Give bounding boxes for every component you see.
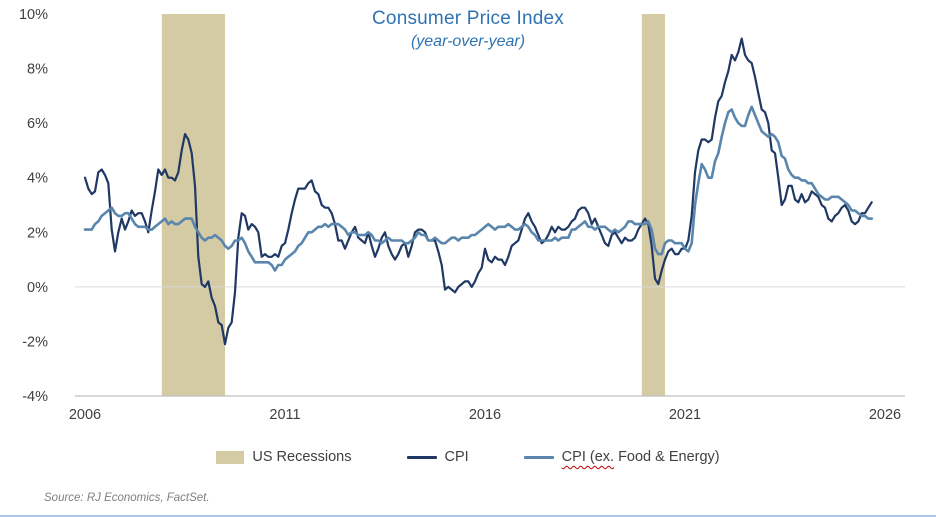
chart-subtitle: (year-over-year)	[410, 33, 526, 50]
recession-swatch	[216, 450, 245, 464]
y-tick-label: -4%	[22, 389, 48, 405]
legend-label-core-cpi: CPI (ex. Food & Energy)	[562, 449, 720, 465]
y-tick-label: 6%	[27, 116, 48, 132]
legend-item-core-cpi: CPI (ex. Food & Energy)	[523, 449, 720, 465]
legend-item-recessions: US Recessions	[216, 449, 352, 465]
legend-label-recessions: US Recessions	[252, 449, 352, 465]
x-tick-label: 2026	[869, 407, 901, 423]
x-tick-label: 2016	[469, 407, 501, 423]
y-tick-label: 4%	[27, 171, 48, 187]
legend-item-cpi: CPI	[406, 449, 469, 465]
x-tick-label: 2021	[669, 407, 701, 423]
cpi-line	[83, 37, 873, 346]
legend-label-core-cpi-flagged: CPI (ex.	[561, 449, 615, 465]
chart-title-block: Consumer Price Index (year-over-year)	[0, 8, 936, 51]
y-tick-label: 8%	[27, 62, 48, 78]
y-tick-label: -2%	[22, 334, 48, 350]
legend-label-cpi: CPI	[444, 449, 469, 465]
core-cpi-line	[83, 105, 874, 272]
slide-bottom-edge	[0, 515, 936, 517]
x-tick-label: 2006	[69, 407, 101, 423]
chart-legend: US Recessions CPI CPI (ex. Food & Energy…	[0, 449, 936, 465]
x-tick-label: 2011	[269, 407, 300, 423]
y-tick-label: 2%	[27, 225, 48, 241]
source-note: Source: RJ Economics, FactSet.	[44, 492, 210, 504]
recession-band	[641, 14, 665, 396]
y-tick-label: 10%	[19, 7, 48, 23]
chart-title: Consumer Price Index	[372, 8, 564, 29]
y-tick-label: 0%	[27, 280, 48, 296]
legend-label-core-cpi-rest: Food & Energy)	[614, 449, 720, 465]
recession-band	[161, 14, 225, 396]
cpi-chart-svg: 10% 8% 6% 4% 2% 0% -2% -4% 2006 2011 2016 2021 2026	[19, 7, 905, 423]
core-cpi-swatch	[523, 455, 554, 459]
cpi-swatch	[406, 455, 437, 459]
